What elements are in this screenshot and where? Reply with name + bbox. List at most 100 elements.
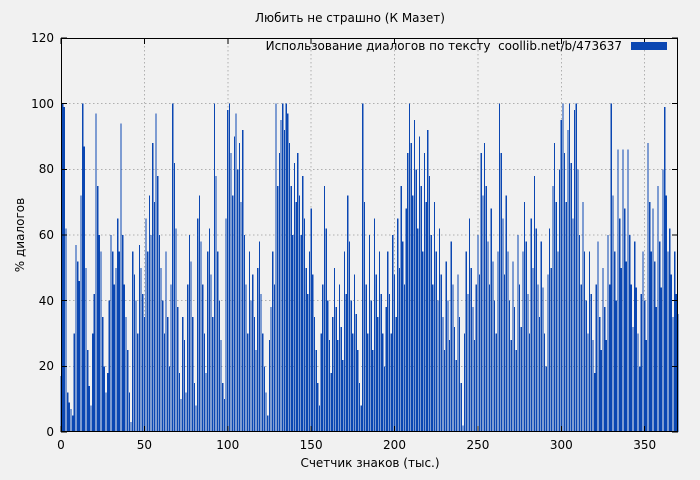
bar <box>535 228 537 432</box>
bar <box>330 372 332 432</box>
bar <box>392 235 394 432</box>
bar <box>368 235 371 432</box>
bar <box>485 185 487 432</box>
bar <box>545 366 547 432</box>
bar <box>505 195 507 432</box>
bar <box>133 274 135 432</box>
bar <box>555 202 557 432</box>
bar <box>213 103 216 433</box>
bar <box>283 129 286 432</box>
bar <box>500 152 502 433</box>
bar <box>125 317 127 432</box>
bar <box>155 113 157 433</box>
x-tick-label: 200 <box>383 438 406 452</box>
bar <box>563 152 566 433</box>
bar <box>445 261 447 432</box>
bar <box>117 218 119 432</box>
bar <box>325 228 327 432</box>
bar <box>95 113 97 433</box>
bar <box>113 284 115 432</box>
bar <box>457 274 459 432</box>
bar <box>483 143 486 432</box>
bar <box>128 392 130 432</box>
bar <box>98 235 100 432</box>
bar <box>654 261 656 432</box>
bar <box>298 195 301 432</box>
bar <box>395 317 397 432</box>
bar <box>518 284 521 432</box>
bar <box>397 218 399 432</box>
bar <box>228 103 231 433</box>
y-tick-label: 40 <box>38 293 54 308</box>
bar <box>158 235 161 432</box>
bar <box>275 103 277 433</box>
bar <box>160 267 162 432</box>
bar <box>305 267 307 432</box>
bar <box>473 340 476 432</box>
bar <box>118 251 120 432</box>
bar <box>547 274 549 432</box>
bar <box>382 333 384 432</box>
bar <box>582 202 584 432</box>
x-tick-label: 350 <box>633 438 657 452</box>
bar <box>488 284 491 432</box>
bar <box>462 425 464 432</box>
bar <box>490 208 492 432</box>
bar <box>308 251 311 432</box>
bar <box>387 251 389 432</box>
bar <box>420 185 422 432</box>
bar <box>649 202 651 432</box>
bar <box>640 294 642 432</box>
bar <box>625 261 627 432</box>
bar <box>614 251 616 432</box>
bar <box>617 149 619 432</box>
bar <box>492 261 494 432</box>
bar <box>202 284 204 432</box>
bar <box>162 300 164 432</box>
bar <box>287 113 289 433</box>
bar <box>604 307 606 432</box>
bar <box>398 267 401 432</box>
bar <box>438 228 441 432</box>
bar <box>592 340 594 432</box>
bar <box>407 152 409 433</box>
bar <box>137 333 139 432</box>
bar <box>65 228 67 432</box>
bar <box>612 195 614 432</box>
bar <box>147 251 149 432</box>
bar <box>208 228 211 432</box>
bar <box>428 175 431 432</box>
bar <box>188 235 191 432</box>
bar <box>412 195 414 432</box>
x-tick-label: 300 <box>549 438 573 452</box>
bar <box>629 235 631 432</box>
bar <box>495 333 497 432</box>
bar <box>622 149 624 432</box>
bar <box>553 143 556 432</box>
bar <box>477 235 479 432</box>
bar <box>503 274 506 432</box>
bar <box>498 103 501 433</box>
bar <box>255 349 257 432</box>
bar <box>263 366 266 432</box>
bar <box>373 218 376 432</box>
bar <box>218 300 221 432</box>
bar <box>318 405 321 432</box>
bar <box>282 103 284 433</box>
bar <box>237 169 239 432</box>
bar <box>452 284 454 432</box>
bar <box>378 251 381 432</box>
bar <box>115 267 117 432</box>
bar <box>557 251 559 432</box>
bar <box>110 235 112 432</box>
bar <box>647 143 649 432</box>
bar <box>637 333 639 432</box>
bar <box>293 162 296 432</box>
bar <box>620 267 622 432</box>
bar <box>460 382 462 432</box>
bar <box>664 106 666 432</box>
x-tick-label: 100 <box>216 438 240 452</box>
bar <box>634 241 636 432</box>
bar <box>145 218 147 432</box>
